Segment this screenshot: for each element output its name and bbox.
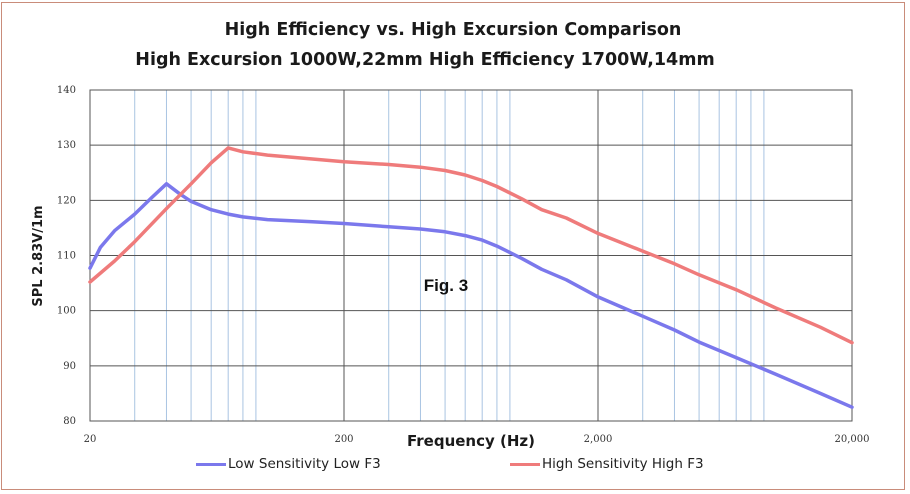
legend-item-low-sensitivity: Low Sensitivity Low F3 [196, 456, 381, 472]
legend-item-high-sensitivity: High Sensitivity High F3 [510, 456, 704, 472]
legend-label-high-sensitivity: High Sensitivity High F3 [542, 456, 704, 472]
chart-title: High Efficiency vs. High Excursion Compa… [224, 20, 682, 40]
legend-swatch-low-sensitivity [196, 462, 226, 466]
legend-swatch-high-sensitivity [510, 462, 540, 466]
legend-label-low-sensitivity: Low Sensitivity Low F3 [228, 456, 381, 472]
chart-subtitle: High Excursion 1000W,22mm High Efficienc… [135, 50, 715, 70]
